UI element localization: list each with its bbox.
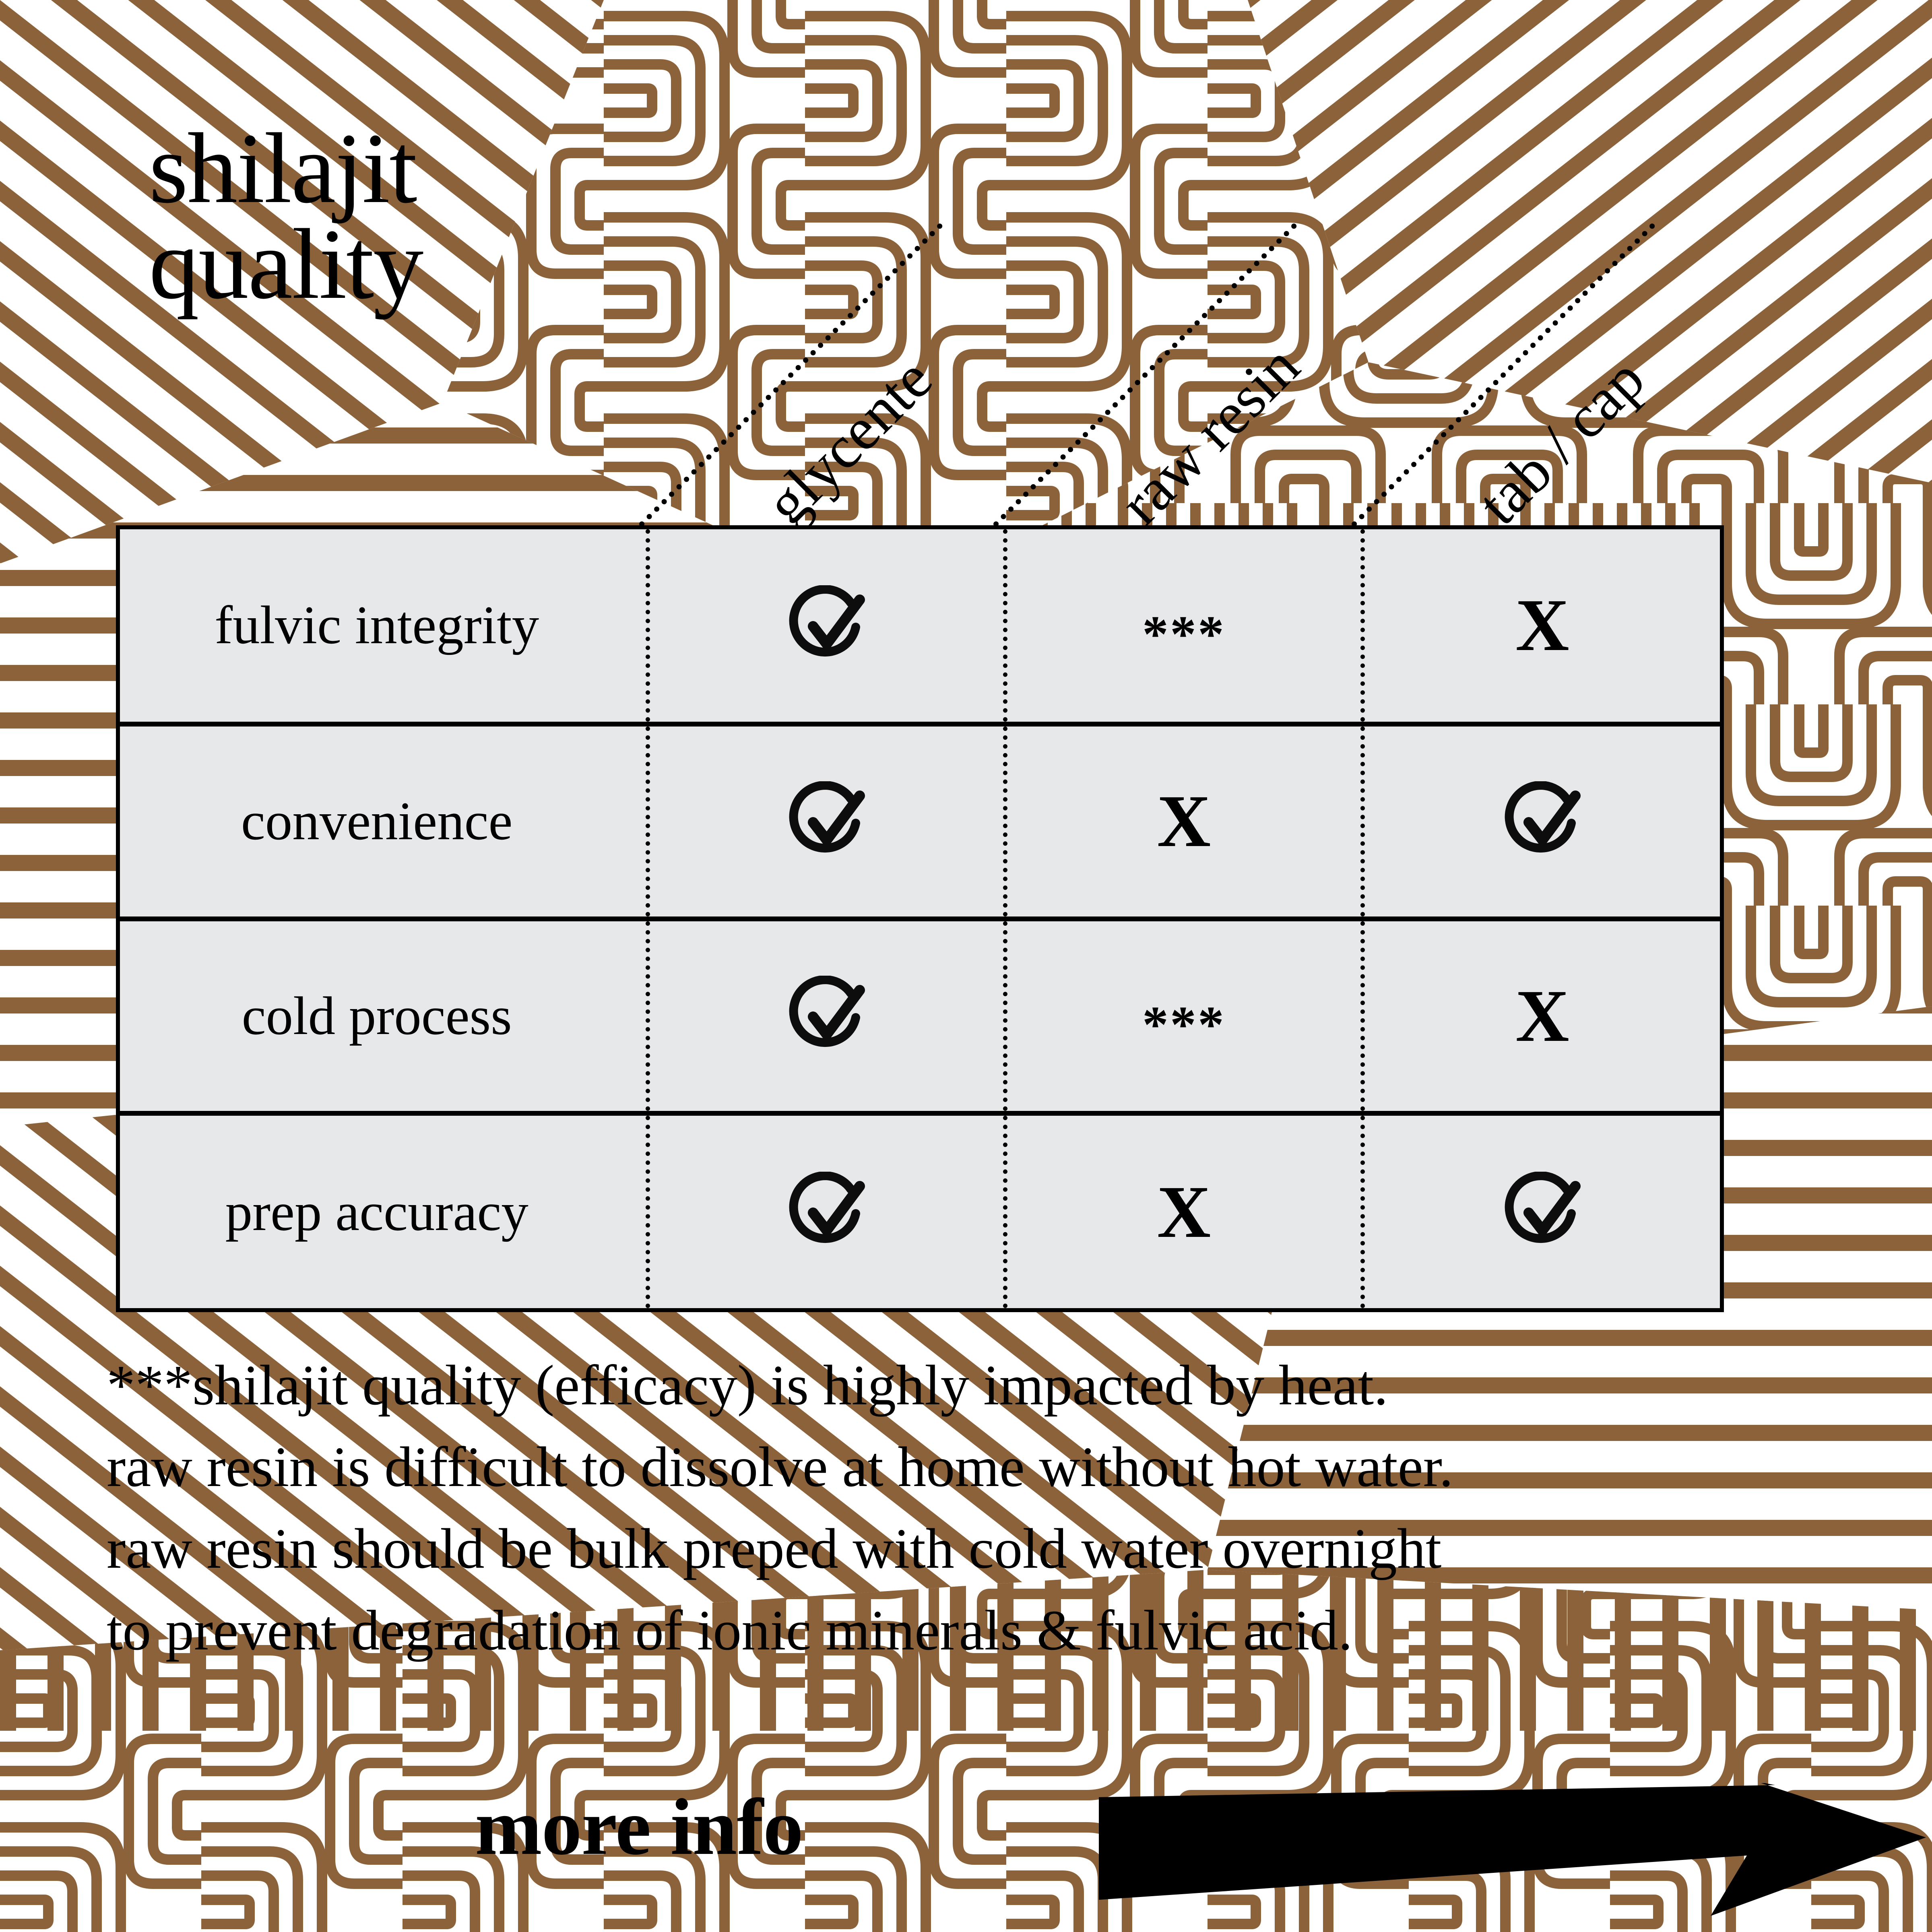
more-info-label[interactable]: more info xyxy=(475,1783,803,1872)
table-row: convenience X xyxy=(120,721,1720,919)
cell-prep-accuracy-glycente xyxy=(646,1111,1005,1308)
cell-prep-accuracy-raw-resin: X xyxy=(1003,1111,1363,1308)
table-row: fulvic integrity *** X xyxy=(120,529,1720,724)
table-row: prep accuracy X xyxy=(120,1111,1720,1308)
x-marker: X xyxy=(1157,780,1211,863)
check-circle-icon xyxy=(1502,781,1583,862)
check-circle-icon xyxy=(786,585,867,666)
page-title: shilajit quality xyxy=(149,113,423,320)
column-header-glycente: glycente xyxy=(753,345,945,537)
cell-convenience-glycente xyxy=(646,721,1005,919)
row-label-prep-accuracy: prep accuracy xyxy=(120,1111,648,1308)
cell-fulvic-integrity-tab-cap: X xyxy=(1360,529,1720,724)
footnote-line-4: to prevent degradation of ionic minerals… xyxy=(107,1598,1353,1662)
cell-cold-process-raw-resin: *** xyxy=(1003,916,1363,1114)
cell-prep-accuracy-tab-cap xyxy=(1360,1111,1720,1308)
footnote-line-1: ***shilajit quality (efficacy) is highly… xyxy=(107,1353,1388,1417)
cell-cold-process-tab-cap: X xyxy=(1360,916,1720,1114)
x-marker: X xyxy=(1157,1170,1211,1253)
x-marker: X xyxy=(1515,584,1569,667)
cell-convenience-tab-cap xyxy=(1360,721,1720,919)
row-label-convenience: convenience xyxy=(120,721,648,919)
page-title-line-2: quality xyxy=(149,208,423,320)
cell-fulvic-integrity-glycente xyxy=(646,529,1005,724)
footnote-line-2: raw resin is difficult to dissolve at ho… xyxy=(107,1435,1453,1499)
footnote-line-3: raw resin should be bulk preped with col… xyxy=(107,1517,1442,1581)
comparison-table: fulvic integrity *** X xyxy=(116,525,1724,1312)
check-circle-icon xyxy=(786,781,867,862)
check-circle-icon xyxy=(786,976,867,1056)
column-header-raw-resin: raw resin xyxy=(1107,332,1312,537)
x-marker: X xyxy=(1515,974,1569,1057)
cell-fulvic-integrity-raw-resin: *** xyxy=(1003,529,1363,724)
row-label-fulvic-integrity: fulvic integrity xyxy=(215,595,539,656)
cell-convenience-raw-resin: X xyxy=(1003,721,1363,919)
page-title-line-1: shilajit xyxy=(149,113,417,224)
column-header-tab-cap: tab / cap xyxy=(1465,345,1657,537)
check-circle-icon xyxy=(1502,1172,1583,1252)
footnote: ***shilajit quality (efficacy) is highly… xyxy=(107,1344,1837,1671)
asterisks-marker: *** xyxy=(1142,996,1226,1054)
check-circle-icon xyxy=(786,1172,867,1252)
table-row: cold process *** X xyxy=(120,916,1720,1114)
arrow-right-icon[interactable] xyxy=(1095,1783,1928,1916)
cell-cold-process-glycente xyxy=(646,916,1005,1114)
row-label-cold-process: cold process xyxy=(120,916,648,1114)
asterisks-marker: *** xyxy=(1142,605,1226,663)
